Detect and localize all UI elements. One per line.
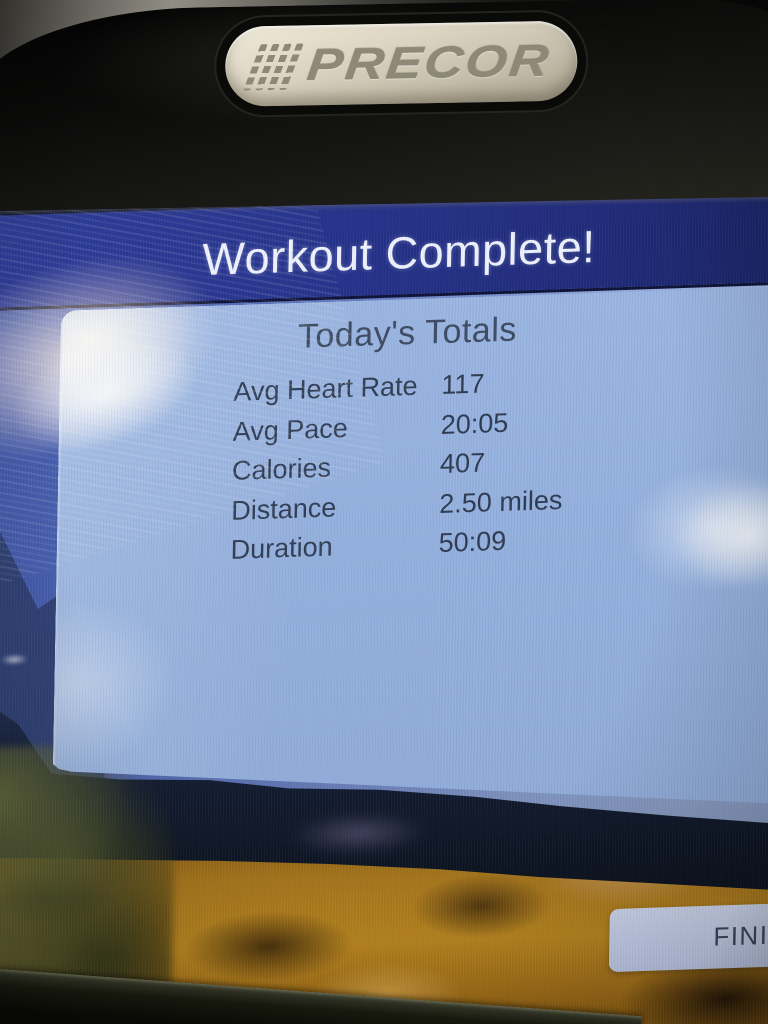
stat-value: 2.50 miles [439, 484, 563, 519]
precor-logo: PRECOR [304, 36, 553, 91]
precor-stripes-icon [243, 43, 304, 91]
totals-panel: Today's Totals Avg Heart Rate 117 Avg Pa… [52, 285, 768, 830]
finish-button[interactable]: FINISH [608, 902, 768, 973]
precor-badge-face: PRECOR [225, 20, 578, 106]
precor-badge: PRECOR [224, 20, 578, 107]
stat-label: Distance [231, 491, 337, 526]
stat-label: Avg Heart Rate [233, 370, 418, 407]
totals-title: Today's Totals [297, 310, 518, 356]
stat-value: 20:05 [440, 407, 509, 440]
stat-value: 117 [441, 368, 485, 400]
wallpaper-snow [0, 619, 43, 688]
touchscreen: Workout Complete! Today's Totals Avg Hea… [0, 176, 768, 1024]
stat-value: 50:09 [438, 525, 507, 558]
stat-value: 407 [439, 447, 486, 479]
totals-table: Avg Heart Rate 117 Avg Pace 20:05 Calori… [58, 353, 768, 598]
stat-label: Avg Pace [232, 412, 349, 447]
device-bezel-top: PRECOR [0, 0, 768, 212]
stat-label: Calories [231, 452, 332, 486]
stat-label: Duration [230, 531, 333, 565]
finish-button-label: FINISH [713, 918, 768, 952]
